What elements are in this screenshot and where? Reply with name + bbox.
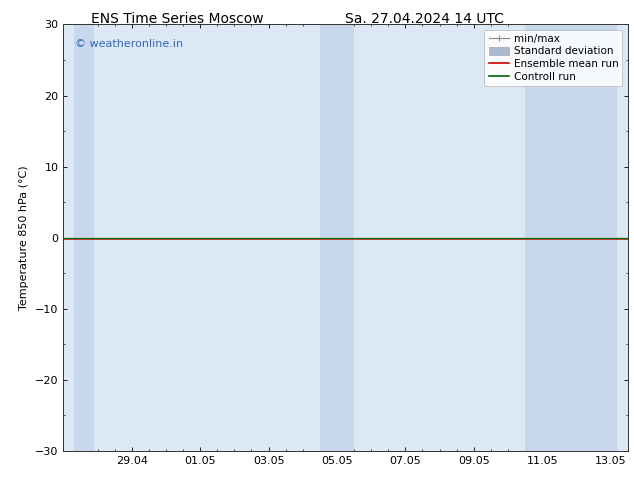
Y-axis label: Temperature 850 hPa (°C): Temperature 850 hPa (°C) [20,165,30,310]
Text: ENS Time Series Moscow: ENS Time Series Moscow [91,12,264,26]
Text: © weatheronline.in: © weatheronline.in [75,39,183,49]
Bar [320,24,354,451]
Bar [518,24,628,451]
Text: Sa. 27.04.2024 14 UTC: Sa. 27.04.2024 14 UTC [346,12,504,26]
Bar [525,24,618,451]
Bar [63,24,98,451]
Bar [313,24,361,451]
Legend: min/max, Standard deviation, Ensemble mean run, Controll run: min/max, Standard deviation, Ensemble me… [484,30,623,86]
Bar [74,24,94,451]
